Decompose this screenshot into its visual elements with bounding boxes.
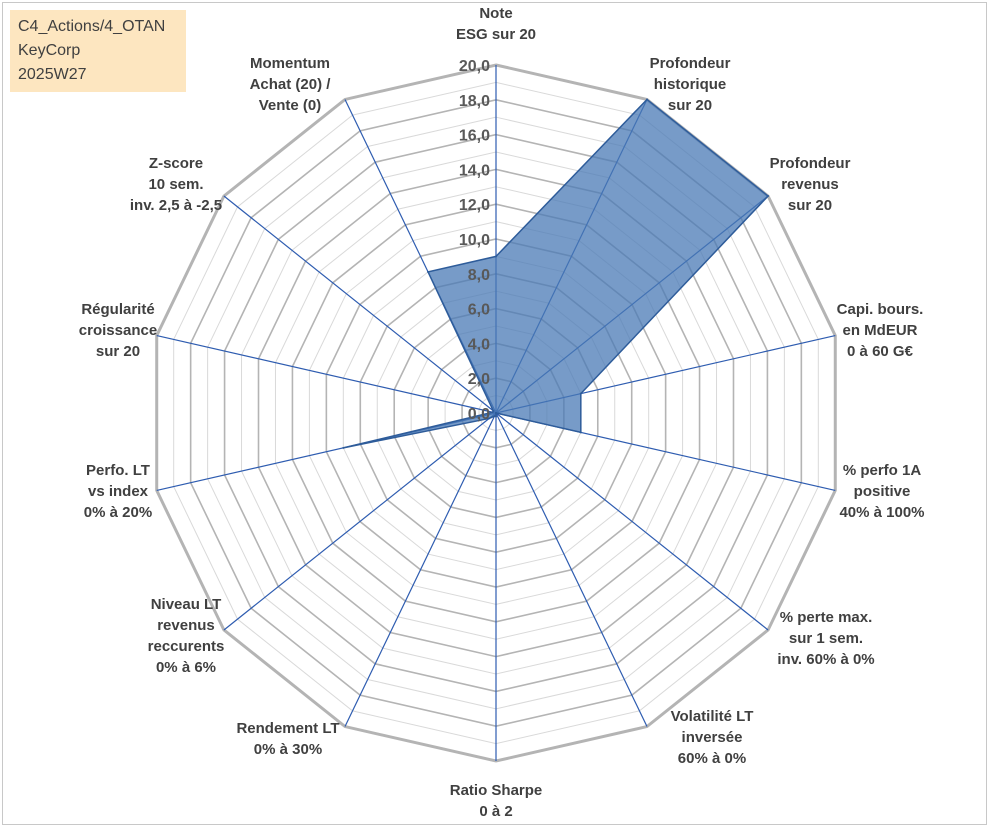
axis-label-line: revenus — [781, 176, 839, 193]
axis-label-line: reccurents — [148, 638, 225, 655]
axis-label-line: positive — [854, 483, 911, 500]
tick-label: 0,0 — [468, 406, 490, 423]
axis-label-line: 60% à 0% — [678, 750, 746, 767]
axis-spoke — [495, 412, 648, 727]
tick-label: 2,0 — [468, 371, 490, 388]
axis-label-line: Profondeur — [770, 155, 851, 172]
axis-label-line: 0 à 60 G€ — [847, 343, 914, 360]
axis-label: Ratio Sharpe 0 à 2 — [450, 782, 543, 820]
data-point — [645, 98, 648, 101]
data-point — [579, 431, 582, 434]
axis-label-line: Perfo. LT — [86, 462, 150, 479]
data-point — [767, 195, 770, 198]
data-point — [579, 392, 582, 395]
axis-label: Régularité croissance sur 20 — [79, 301, 157, 360]
axis-label: Volatilité LT inversée 60% à 0% — [671, 708, 754, 767]
axis-label-line: vs index — [88, 483, 149, 500]
axis-label-line: 0% à 6% — [156, 659, 216, 676]
axis-label-line: % perfo 1A — [843, 462, 922, 479]
tick-label: 20,0 — [459, 58, 490, 75]
axis-label-line: revenus — [157, 617, 215, 634]
axis-label-line: 0% à 20% — [84, 504, 152, 521]
axis-label-line: inv. 60% à 0% — [777, 651, 874, 668]
tick-label: 4,0 — [468, 336, 490, 353]
axis-spoke — [223, 412, 497, 631]
tick-label: 6,0 — [468, 302, 490, 319]
axis-label: Niveau LT revenus reccurents 0% à 6% — [148, 596, 225, 676]
axis-label: Momentum Achat (20) / Vente (0) — [250, 55, 332, 114]
axis-label: Rendement LT 0% à 30% — [236, 720, 339, 758]
axis-spoke — [156, 334, 497, 414]
axis-label-line: ESG sur 20 — [456, 26, 536, 43]
axis-spoke — [344, 412, 497, 727]
axis-label-line: 0% à 30% — [254, 741, 322, 758]
axis-label-line: 10 sem. — [148, 176, 203, 193]
data-point — [495, 412, 497, 414]
axis-label-line: Achat (20) / — [250, 76, 332, 93]
axis-label-line: Volatilité LT — [671, 708, 754, 725]
axis-label-line: inv. 2,5 à -2,5 — [130, 197, 222, 214]
axis-label-line: 0 à 2 — [479, 803, 512, 820]
axis-label: Profondeur revenus sur 20 — [770, 155, 851, 214]
axis-spoke — [223, 195, 497, 414]
tick-label: 8,0 — [468, 267, 490, 284]
axis-label: Profondeur historique sur 20 — [650, 55, 731, 114]
axis-label: Perfo. LT vs index 0% à 20% — [84, 462, 152, 521]
data-point — [492, 409, 495, 412]
axis-label-line: sur 1 sem. — [789, 630, 863, 647]
axis-label-line: Rendement LT — [236, 720, 339, 737]
axis-spoke — [495, 412, 769, 631]
tick-label: 16,0 — [459, 128, 490, 145]
axis-label-line: sur 20 — [96, 343, 140, 360]
info-portfolio: C4_Actions/4_OTAN — [18, 18, 166, 35]
axis-label-line: sur 20 — [668, 97, 712, 114]
data-point — [495, 415, 497, 418]
axis-label-line: historique — [654, 76, 727, 93]
tick-label: 18,0 — [459, 93, 490, 110]
tick-label: 14,0 — [459, 162, 490, 179]
axis-label: % perfo 1A positive 40% à 100% — [839, 462, 924, 521]
series-area — [343, 98, 770, 449]
axis-label-line: Profondeur — [650, 55, 731, 72]
axis-label-line: Capi. bours. — [837, 301, 924, 318]
axis-label: Z-score 10 sem. inv. 2,5 à -2,5 — [130, 155, 222, 214]
data-point — [495, 255, 497, 258]
tick-label: 12,0 — [459, 197, 490, 214]
axis-label-line: Vente (0) — [259, 97, 322, 114]
axis-label-line: sur 20 — [788, 197, 832, 214]
tick-label: 10,0 — [459, 232, 490, 249]
data-point — [488, 417, 491, 420]
info-company: KeyCorp — [18, 42, 81, 59]
info-week: 2025W27 — [18, 66, 87, 83]
data-point — [342, 446, 345, 449]
data-point — [427, 270, 430, 273]
axis-label-line: % perte max. — [780, 609, 873, 626]
data-point — [493, 415, 496, 418]
axis-label-line: Régularité — [81, 301, 154, 318]
axis-label: Capi. bours. en MdEUR 0 à 60 G€ — [837, 301, 924, 360]
axis-label-line: Niveau LT — [151, 596, 222, 613]
axis-label-line: Note — [479, 5, 512, 22]
axis-label-line: croissance — [79, 322, 157, 339]
info-box: C4_Actions/4_OTAN KeyCorp 2025W27 — [10, 10, 186, 92]
axis-label-line: Momentum — [250, 55, 330, 72]
axis-label: Note ESG sur 20 — [456, 5, 536, 43]
axis-label-line: en MdEUR — [843, 322, 918, 339]
axis-label-line: Z-score — [149, 155, 203, 172]
axis-label-line: Ratio Sharpe — [450, 782, 543, 799]
axis-label-line: 40% à 100% — [839, 504, 924, 521]
axis-label: % perte max. sur 1 sem. inv. 60% à 0% — [777, 609, 874, 668]
axis-label-line: inversée — [682, 729, 743, 746]
